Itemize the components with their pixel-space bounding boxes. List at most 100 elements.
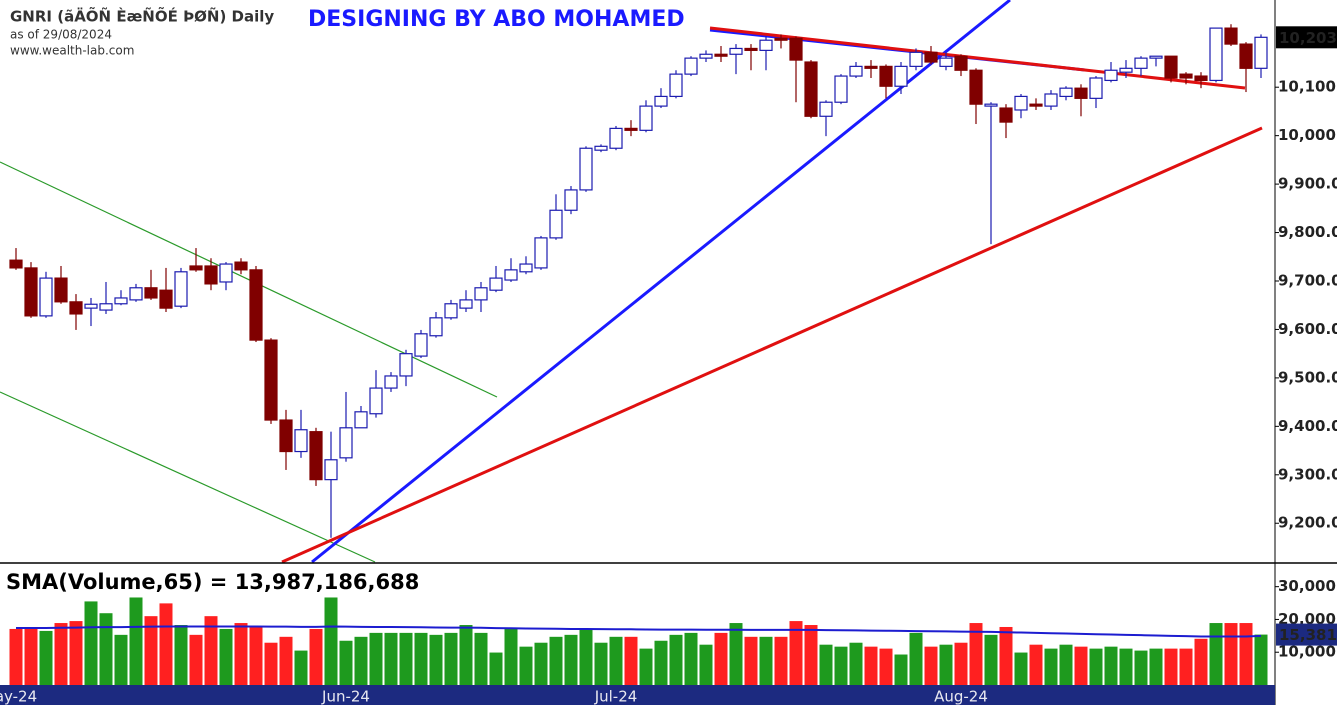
sma-line: [16, 625, 1262, 638]
x-tick-label: Jun-24: [321, 688, 370, 705]
volume-bar: [1074, 646, 1088, 685]
candle-body: [1089, 77, 1103, 99]
candle-body: [834, 75, 848, 103]
candle-body: [189, 265, 203, 271]
annotation: DESIGNING BY ABO MOHAMED: [308, 7, 685, 32]
candle-body: [1029, 103, 1043, 107]
y-tick-label: 9,700.00: [1278, 272, 1337, 290]
candle-body: [234, 261, 248, 271]
candle-body: [339, 427, 353, 459]
volume-bar: [774, 636, 788, 685]
y-tick-label: 9,900.00: [1278, 175, 1337, 193]
last-value-label: 15,381: [1279, 626, 1337, 644]
volume-bar: [924, 646, 938, 685]
candle-body: [264, 339, 278, 421]
volume-bar: [204, 616, 218, 685]
candle-body: [654, 95, 668, 107]
candle-body: [714, 53, 728, 57]
y-tick-label: 10,000: [1278, 126, 1336, 144]
y-tick-label: 10,100: [1278, 78, 1336, 96]
candle-body: [879, 65, 893, 87]
volume-bar: [714, 632, 728, 685]
candle-body: [609, 127, 623, 149]
candle-body: [954, 55, 968, 71]
candle-body: [489, 277, 503, 291]
volume-bar: [594, 642, 608, 685]
y-tick-label: 9,300.00: [1278, 465, 1337, 483]
candle-body: [459, 299, 473, 309]
candle-body: [519, 263, 533, 273]
volume-bar: [549, 636, 563, 685]
candle-body: [249, 269, 263, 341]
volume-title: SMA(Volume,65) = 13,987,186,688: [6, 570, 419, 594]
volume-bar: [564, 634, 578, 685]
candle-body: [759, 39, 773, 51]
volume-bar: [399, 632, 413, 685]
volume-bar: [894, 654, 908, 685]
candle-body: [1104, 69, 1118, 82]
volume-bar: [339, 640, 353, 685]
volume-bar: [264, 642, 278, 685]
volume-bar: [444, 632, 458, 685]
source: www.wealth-lab.com: [10, 44, 134, 58]
volume-bar: [879, 648, 893, 685]
y-tick-label: 20,000: [1278, 610, 1336, 628]
volume-bar: [369, 632, 383, 685]
candle-body: [564, 189, 578, 211]
candle-body: [204, 265, 218, 285]
candle-body: [9, 259, 23, 269]
y-tick-label: 9,200.00: [1278, 514, 1337, 532]
candle-body: [789, 37, 803, 61]
volume-bar: [744, 636, 758, 685]
candle-body: [774, 37, 788, 41]
candle-body: [1119, 67, 1133, 73]
volume-bar: [609, 636, 623, 685]
candle-body: [729, 47, 743, 55]
y-tick-label: 10,000: [1278, 643, 1336, 661]
candle-body: [84, 303, 98, 309]
subtitle: as of 29/08/2024: [10, 28, 112, 42]
candle-body: [849, 65, 863, 77]
volume-bar: [69, 621, 83, 685]
candle-body: [1014, 95, 1028, 111]
volume-bar: [24, 628, 38, 685]
candle-body: [384, 375, 398, 389]
candle-body: [309, 431, 323, 481]
candle-body: [1149, 55, 1163, 59]
volume-bar: [1119, 648, 1133, 685]
volume-bar: [489, 652, 503, 685]
channel-line: [0, 391, 376, 563]
candle-body: [144, 287, 158, 299]
candle-body: [219, 263, 233, 283]
volume-bar: [519, 646, 533, 685]
volume-bar: [1164, 648, 1178, 685]
volume-bar: [1179, 648, 1193, 685]
volume-bar: [324, 597, 338, 685]
channel-line: [0, 161, 498, 398]
volume-bar: [849, 642, 863, 685]
candle-body: [444, 303, 458, 319]
x-axis-bar: [0, 685, 1275, 705]
candle-body: [174, 271, 188, 307]
volume-bar: [129, 597, 143, 685]
candle-body: [414, 333, 428, 357]
candle-body: [114, 297, 128, 305]
volume-bar: [1014, 652, 1028, 685]
volume-bar: [249, 626, 263, 685]
candle-body: [399, 353, 413, 377]
candle-body: [1074, 87, 1088, 99]
candle-body: [1239, 43, 1253, 69]
candle-body: [1209, 27, 1223, 82]
volume-bar: [954, 642, 968, 685]
candle-body: [669, 73, 683, 98]
candle-body: [54, 277, 68, 303]
volume-bar: [159, 603, 173, 685]
candle-body: [939, 57, 953, 67]
volume-bar: [759, 636, 773, 685]
candle-body: [1059, 87, 1073, 98]
volume-bar: [789, 621, 803, 685]
volume-bar: [54, 623, 68, 685]
volume-bar: [579, 628, 593, 685]
